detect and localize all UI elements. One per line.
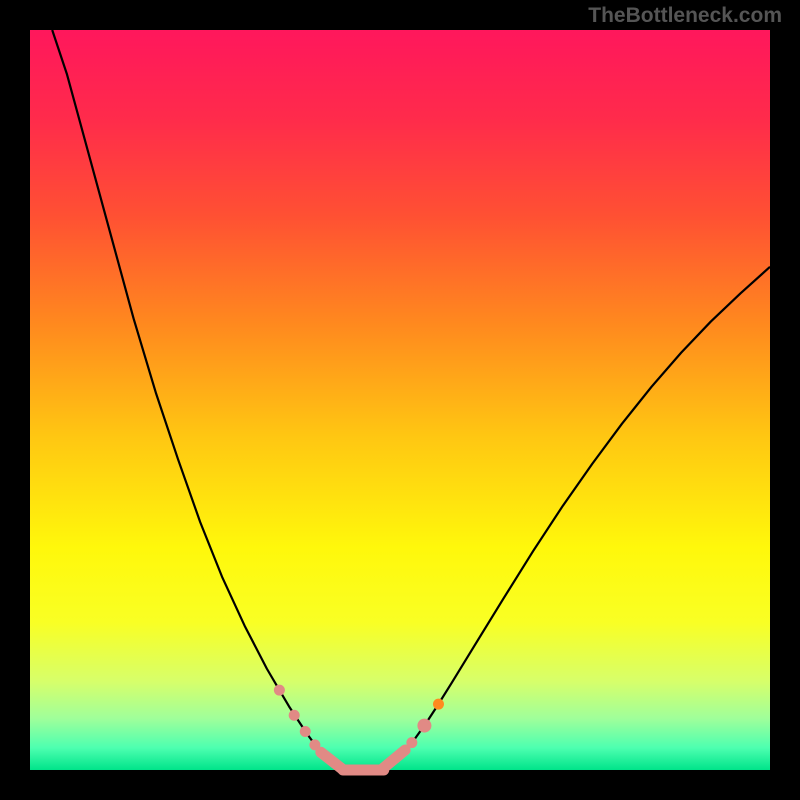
data-marker xyxy=(406,737,417,748)
data-marker xyxy=(300,726,311,737)
data-marker xyxy=(433,699,444,710)
bottleneck-chart: TheBottleneck.com xyxy=(0,0,800,800)
data-marker xyxy=(274,685,285,696)
watermark-text: TheBottleneck.com xyxy=(588,4,782,28)
chart-svg xyxy=(0,0,800,800)
plot-background xyxy=(30,30,770,770)
data-marker xyxy=(417,719,431,733)
data-marker xyxy=(289,710,300,721)
